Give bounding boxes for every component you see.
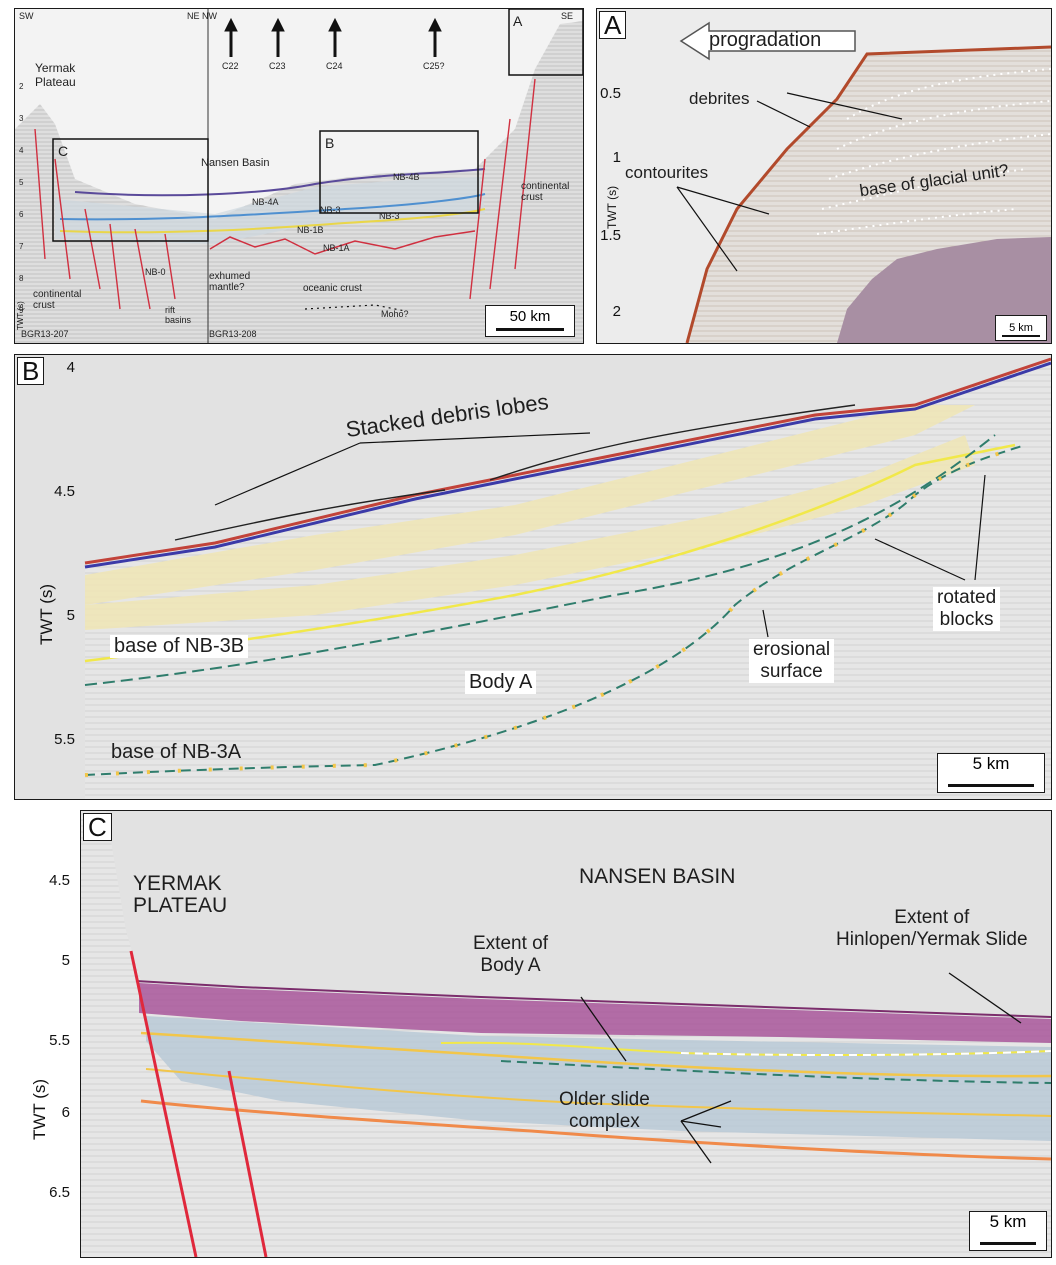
extent-slide-label: Extent of Hinlopen/Yermak Slide: [836, 907, 1028, 950]
base-nb3a-label: base of NB-3A: [111, 741, 242, 763]
unit-nb4a: NB-4A: [252, 197, 279, 207]
label-rift-basins: rift basins: [165, 305, 192, 325]
progradation-label: progradation: [709, 29, 822, 51]
debrites-label: debrites: [689, 89, 750, 108]
overview-tick: 8: [19, 274, 24, 283]
unit-nb4b: NB-4B: [393, 172, 420, 182]
box-b-label: B: [325, 135, 335, 151]
line-bgr13-208: BGR13-208: [209, 329, 257, 339]
panel-a-tick: 0.5: [600, 85, 621, 102]
panel-c-tick: 5: [61, 952, 70, 969]
chron-c25: C25?: [423, 61, 445, 71]
corner-sw: SW: [19, 11, 34, 21]
panel-c-scale-bar: 5 km: [969, 1211, 1047, 1251]
box-a-label: A: [513, 13, 523, 29]
chron-c22: C22: [222, 61, 239, 71]
panel-c-label: C: [83, 813, 112, 841]
panel-a-tick: 2: [612, 303, 621, 320]
overview-tick: 2: [19, 82, 24, 91]
overview-tick: 9: [19, 306, 24, 315]
panel-a-label: A: [599, 11, 627, 39]
label-exhumed-mantle: exhumed mantle?: [209, 271, 251, 293]
panel-b-label: B: [17, 357, 45, 385]
overview-tick: 7: [19, 242, 24, 251]
line-bgr13-207: BGR13-207: [21, 329, 69, 339]
label-continental-crust-right: continental crust: [521, 181, 570, 203]
overview-tick: 5: [19, 178, 24, 187]
erosional-surface-label: erosional surface: [749, 639, 835, 683]
label-continental-crust-left: continental crust: [33, 289, 82, 311]
panel-c-tick: 6: [61, 1104, 70, 1121]
body-a-label: Body A: [465, 671, 537, 694]
label-oceanic-crust: oceanic crust: [303, 283, 362, 294]
panel-a-seismic: [597, 9, 1051, 343]
panel-a-tick: 1.5: [600, 227, 621, 244]
unit-nb1b: NB-1B: [297, 225, 324, 235]
panel-b-tick: 5: [66, 607, 75, 624]
overview-panel: SW NE NW SE C22 C23 C24 C25? Yermak Plat…: [14, 8, 584, 344]
panel-b-tick: 4: [66, 359, 75, 376]
extent-body-a-label: Extent of Body A: [473, 933, 548, 976]
chron-c24: C24: [326, 61, 343, 71]
unit-nb0: NB-0: [145, 267, 166, 277]
chron-c23: C23: [269, 61, 286, 71]
older-slide-complex-label: Older slide complex: [559, 1089, 650, 1132]
panel-c-tick: 5.5: [49, 1032, 70, 1049]
overview-tick: 4: [19, 146, 24, 155]
box-c-label: C: [58, 143, 69, 159]
nansen-basin-label: NANSEN BASIN: [579, 865, 736, 888]
overview-seismic-profile: [15, 9, 583, 343]
rotated-blocks-label: rotated blocks: [933, 587, 1001, 631]
corner-se: SE: [561, 11, 574, 21]
unit-nb1a: NB-1A: [323, 243, 350, 253]
overview-tick: 6: [19, 210, 24, 219]
panel-b: B Stacked debris lobes base of NB-3B Bod…: [14, 354, 1052, 800]
panel-a-scale-bar: 5 km: [995, 315, 1047, 341]
panel-c-tick: 4.5: [49, 872, 70, 889]
unit-nb3-b: NB-3: [379, 211, 400, 221]
region-nansen: Nansen Basin: [201, 157, 270, 169]
region-yermak: Yermak Plateau: [35, 61, 76, 89]
panel-a-axis-title: TWT (s): [605, 185, 619, 229]
label-moho: Moho?: [381, 309, 409, 319]
panel-b-scale-bar: 5 km: [937, 753, 1045, 793]
panel-b-tick: 4.5: [54, 483, 75, 500]
base-nb3b-label: base of NB-3B: [110, 635, 249, 658]
panel-c-axis-title: TWT (s): [30, 1078, 49, 1140]
panel-c-seismic: [81, 811, 1051, 1257]
panel-b-tick: 5.5: [54, 731, 75, 748]
overview-scale-bar: 50 km: [485, 305, 575, 337]
unit-nb3-a: NB-3: [320, 205, 341, 215]
panel-c: C YERMAK PLATEAU NANSEN BASIN Extent of …: [80, 810, 1052, 1258]
corner-ne-nw: NE NW: [187, 11, 217, 21]
panel-b-axis-title: TWT (s): [37, 583, 56, 645]
panel-a: A progradation debrites contourites base…: [596, 8, 1052, 344]
contourites-label: contourites: [625, 163, 709, 182]
panel-a-tick: 1: [612, 149, 621, 166]
panel-c-tick: 6.5: [49, 1184, 70, 1201]
panel-b-seismic: [15, 355, 1051, 799]
overview-tick: 3: [19, 114, 24, 123]
yermak-plateau-label: YERMAK PLATEAU: [133, 872, 228, 917]
